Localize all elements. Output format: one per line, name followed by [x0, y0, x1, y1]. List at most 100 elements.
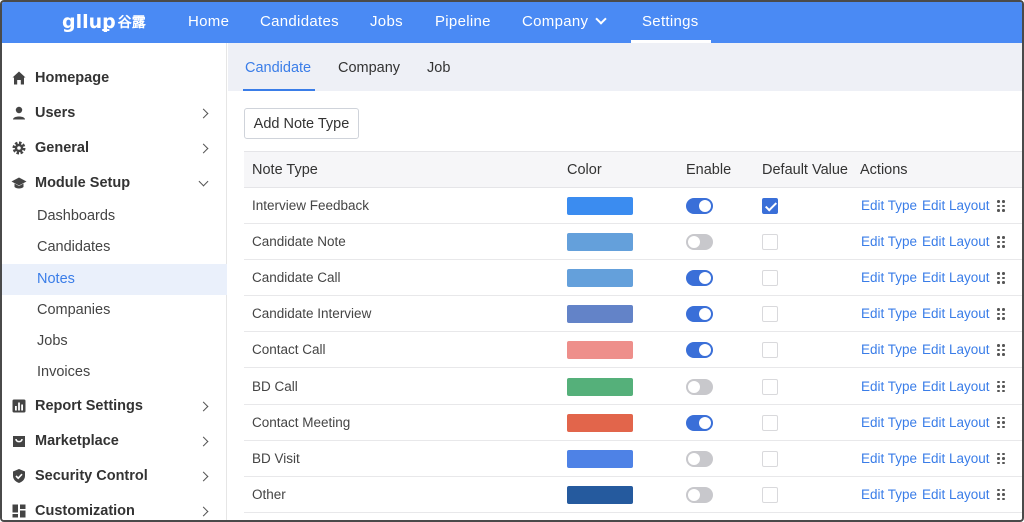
enable-toggle[interactable]	[686, 378, 713, 395]
sidebar-item-homepage[interactable]: Homepage	[2, 63, 227, 93]
color-swatch[interactable]	[567, 233, 633, 252]
dashboard-grid-icon	[12, 504, 26, 518]
drag-handle-icon[interactable]	[997, 236, 1005, 248]
default-value-checkbox[interactable]	[762, 270, 778, 287]
sidebar-subitem-companies[interactable]: Companies	[37, 302, 111, 318]
default-value-checkbox[interactable]	[762, 486, 778, 503]
drag-handle-icon[interactable]	[997, 380, 1005, 393]
note-type-name: Contact Meeting	[252, 414, 351, 430]
gear-icon	[12, 141, 26, 155]
color-swatch[interactable]	[567, 449, 633, 468]
edit-type-link[interactable]: Edit Type	[861, 234, 918, 250]
drag-handle-icon[interactable]	[997, 308, 1005, 320]
tab-company[interactable]: Company	[338, 60, 401, 76]
drag-handle-icon[interactable]	[997, 452, 1005, 465]
enable-toggle[interactable]	[686, 342, 713, 359]
edit-type-link[interactable]: Edit Type	[861, 198, 918, 213]
enable-toggle[interactable]	[686, 486, 713, 503]
sidebar-subitem-jobs[interactable]: Jobs	[37, 333, 68, 349]
enable-toggle[interactable]	[686, 270, 713, 287]
default-value-checkbox[interactable]	[762, 306, 778, 323]
top-nav-bar: glluꝑ 谷露 Home Candidates Jobs Pipeline C…	[2, 2, 1022, 43]
tab-job[interactable]: Job	[427, 60, 451, 76]
color-swatch[interactable]	[567, 413, 633, 432]
sidebar-subitem-notes[interactable]: Notes	[2, 264, 227, 295]
drag-handle-icon[interactable]	[997, 272, 1005, 284]
table-row: BD Call Edit Type Edit Layout	[244, 369, 1022, 405]
edit-layout-link[interactable]: Edit Layout	[922, 198, 990, 213]
chevron-right-icon	[198, 471, 209, 481]
toggle-knob	[688, 236, 700, 249]
edit-layout-link[interactable]: Edit Layout	[922, 234, 990, 250]
enable-toggle[interactable]	[686, 306, 713, 323]
sidebar-item-security-control[interactable]: Security Control	[2, 461, 227, 491]
edit-layout-link[interactable]: Edit Layout	[922, 306, 990, 322]
nav-candidates[interactable]: Candidates	[260, 13, 339, 30]
default-value-checkbox[interactable]	[762, 378, 778, 395]
sidebar-item-customization[interactable]: Customization	[2, 496, 227, 520]
shield-icon	[13, 469, 25, 483]
gllue-logo[interactable]: glluꝑ 谷露	[62, 11, 146, 33]
edit-layout-link[interactable]: Edit Layout	[922, 450, 990, 466]
default-value-checkbox[interactable]	[762, 234, 778, 251]
nav-jobs[interactable]: Jobs	[370, 13, 403, 30]
color-swatch[interactable]	[567, 377, 633, 396]
header-note-type: Note Type	[252, 162, 318, 178]
nav-pipeline[interactable]: Pipeline	[435, 13, 491, 30]
default-value-checkbox[interactable]	[762, 450, 778, 467]
sidebar-subitem-invoices[interactable]: Invoices	[37, 364, 91, 380]
edit-layout-link[interactable]: Edit Layout	[922, 378, 990, 394]
sidebar-item-general[interactable]: General	[2, 133, 227, 163]
sidebar-item-report-settings[interactable]: Report Settings	[2, 391, 227, 421]
edit-layout-link[interactable]: Edit Layout	[922, 414, 990, 430]
edit-type-link[interactable]: Edit Type	[861, 414, 918, 430]
note-type-name: Candidate Call	[252, 270, 341, 286]
color-swatch[interactable]	[567, 305, 633, 324]
sidebar-item-label: Customization	[35, 503, 135, 519]
nav-settings[interactable]: Settings	[631, 2, 711, 43]
enable-toggle[interactable]	[686, 234, 713, 251]
color-swatch[interactable]	[567, 341, 633, 360]
sidebar-item-label: Homepage	[35, 70, 110, 86]
drag-handle-icon[interactable]	[997, 200, 1005, 212]
note-type-name: Interview Feedback	[252, 198, 370, 213]
default-value-checkbox[interactable]	[762, 198, 778, 214]
edit-type-link[interactable]: Edit Type	[861, 450, 918, 466]
edit-type-link[interactable]: Edit Type	[861, 486, 918, 502]
color-swatch[interactable]	[567, 197, 633, 215]
nav-company[interactable]: Company	[522, 2, 607, 43]
toggle-knob	[688, 452, 700, 465]
nav-home[interactable]: Home	[188, 13, 230, 30]
sidebar-subitem-dashboards[interactable]: Dashboards	[37, 208, 116, 224]
enable-toggle[interactable]	[686, 414, 713, 431]
drag-handle-icon[interactable]	[997, 488, 1005, 501]
edit-layout-link[interactable]: Edit Layout	[922, 342, 990, 358]
add-note-type-button[interactable]: Add Note Type	[244, 108, 359, 139]
enable-toggle[interactable]	[686, 450, 713, 467]
default-value-checkbox[interactable]	[762, 414, 778, 431]
drag-handle-icon[interactable]	[997, 344, 1005, 356]
drag-handle-icon[interactable]	[997, 416, 1005, 429]
sidebar-item-users[interactable]: Users	[2, 98, 227, 128]
color-swatch[interactable]	[567, 485, 633, 504]
toggle-knob	[699, 272, 711, 285]
edit-type-link[interactable]: Edit Type	[861, 378, 918, 394]
sidebar-item-module-setup[interactable]: Module Setup	[2, 168, 227, 198]
sidebar-subitem-candidates[interactable]: Candidates	[37, 239, 111, 255]
tab-candidate[interactable]: Candidate	[242, 43, 316, 91]
edit-type-link[interactable]: Edit Type	[861, 342, 918, 358]
edit-type-link[interactable]: Edit Type	[861, 306, 918, 322]
default-value-checkbox[interactable]	[762, 342, 778, 359]
sidebar-item-marketplace[interactable]: Marketplace	[2, 426, 227, 456]
chevron-right-icon	[198, 108, 209, 118]
edit-layout-link[interactable]: Edit Layout	[922, 486, 990, 502]
home-icon	[12, 71, 26, 85]
edit-layout-link[interactable]: Edit Layout	[922, 270, 990, 286]
table-row: BD Visit Edit Type Edit Layout	[244, 441, 1022, 477]
table-row: Contact Call Edit Type Edit Layout	[244, 332, 1022, 369]
edit-type-link[interactable]: Edit Type	[861, 270, 918, 286]
note-category-tabs: Candidate Company Job	[228, 43, 1022, 91]
color-swatch[interactable]	[567, 269, 633, 288]
enable-toggle[interactable]	[686, 198, 713, 214]
